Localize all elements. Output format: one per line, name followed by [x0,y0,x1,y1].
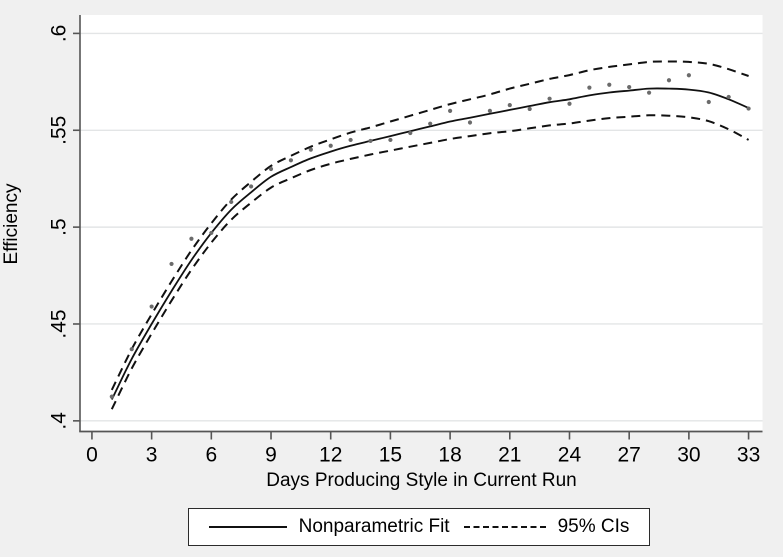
data-point [607,82,612,87]
data-point [328,143,333,148]
data-point [448,108,453,113]
y-tick-label: .55 [48,116,71,145]
x-tick-label: 9 [265,444,277,467]
x-tick-label: 0 [86,444,98,467]
data-point [169,261,174,267]
y-tick-label: .6 [48,25,71,43]
legend-item-fit: Nonparametric Fit [208,516,450,538]
data-point [646,90,652,95]
data-point [368,138,373,144]
dashed-line-key-icon [463,526,546,528]
legend-label-ci: 95% CIs [557,516,630,537]
data-point [129,347,134,352]
data-point [109,394,114,399]
legend: Nonparametric Fit 95% CIs [188,508,650,546]
x-tick-label: 33 [737,444,760,467]
data-point [467,120,473,125]
data-point [209,230,214,236]
data-point [726,94,731,100]
x-tick-label: 6 [205,444,217,467]
data-point [547,96,552,101]
x-tick-label: 27 [618,444,641,467]
data-point [487,108,492,113]
x-tick-label: 24 [558,444,582,467]
x-tick-label: 21 [498,444,521,467]
x-tick-label: 3 [146,444,158,467]
x-tick-label: 30 [677,444,700,467]
data-point [686,73,691,78]
data-point [428,121,433,126]
data-point [627,84,632,90]
data-point [229,199,234,205]
x-axis-title: Days Producing Style in Current Run [266,470,577,491]
solid-line-key-icon [208,526,287,528]
data-point [587,85,592,90]
data-point [268,166,274,172]
data-point [527,106,532,112]
ci-line [110,114,750,410]
data-point [189,236,194,241]
x-tick-label: 12 [319,444,342,467]
data-point [249,184,254,189]
plot-area [80,15,763,432]
data-point [308,147,313,152]
y-tick-label: .5 [48,218,71,236]
data-point [388,137,393,143]
data-point [666,78,672,83]
data-point [149,304,154,309]
y-tick-label: .4 [48,412,71,430]
data-point [408,130,413,136]
data-point [288,158,294,163]
data-point [746,106,751,111]
legend-item-ci: 95% CIs [463,516,630,538]
data-point [348,137,353,143]
x-tick-label: 15 [379,444,402,467]
y-tick-label: .45 [48,309,71,338]
legend-label-fit: Nonparametric Fit [298,516,450,537]
y-axis-title: Efficiency [1,183,22,265]
data-point [706,99,711,105]
ci-line [110,60,749,391]
data-point [507,102,512,108]
x-tick-label: 18 [438,444,461,467]
fit-line [110,87,749,400]
data-point [567,101,572,106]
